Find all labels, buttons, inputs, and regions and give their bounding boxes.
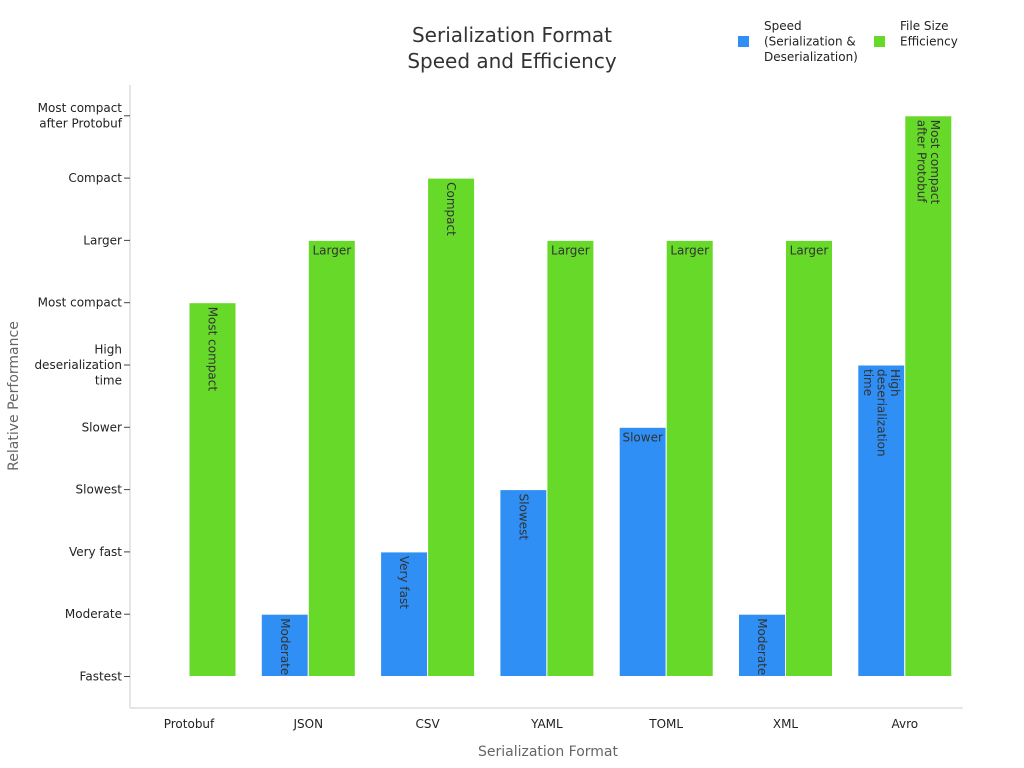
file-size-bar-label: Larger	[790, 243, 829, 257]
chart-title-line: Serialization Format	[412, 23, 612, 47]
speed-bar	[499, 489, 548, 677]
y-tick-label: Slowest	[76, 483, 123, 497]
x-tick-label: YAML	[530, 717, 563, 731]
legend-label-speed: Speed (Serialization & Deserialization)	[764, 19, 858, 64]
file-size-bar-label: Most compact	[206, 307, 220, 392]
bars	[188, 115, 953, 678]
axes: Fastest Moderate Very fast Slowest Slower Hig…	[34, 85, 963, 731]
x-tick-label: Avro	[891, 717, 918, 731]
file-size-bar	[188, 302, 237, 677]
file-size-bar	[785, 239, 833, 677]
bar-labels: Most compact Moderate Larger Very fast Compa…	[206, 120, 943, 675]
legend-swatch-speed	[738, 36, 749, 47]
speed-bar-label: Highdeserializationtime	[861, 369, 902, 457]
x-axis-label: Serialization Format	[478, 744, 619, 760]
speed-bar	[618, 426, 667, 677]
speed-bar-label: Moderate	[278, 618, 292, 675]
file-size-bar	[665, 239, 714, 677]
x-tick-label: JSON	[293, 717, 324, 731]
y-tick-label: Very fast	[69, 545, 122, 559]
y-tick-label: Slower	[82, 420, 122, 434]
speed-bar	[738, 613, 786, 678]
x-tick-label: XML	[773, 717, 799, 731]
speed-bar	[260, 613, 309, 678]
file-size-bar	[546, 239, 595, 677]
file-size-bar-label: Larger	[312, 243, 351, 257]
file-size-bar-label: Most compactafter Protobuf	[915, 120, 943, 205]
y-tick-label: High deserialization time	[34, 343, 122, 388]
legend-swatch-file-size	[874, 36, 885, 47]
speed-bar	[380, 551, 429, 678]
x-tick-label: CSV	[415, 717, 440, 731]
x-tick-label: TOML	[648, 717, 683, 731]
file-size-bar	[904, 115, 953, 678]
file-size-bar-label: Compact	[444, 182, 458, 236]
file-size-bar	[307, 239, 356, 677]
speed-bar-label: Moderate	[755, 618, 769, 675]
file-size-bar-label: Larger	[551, 243, 590, 257]
speed-bar	[857, 364, 906, 677]
file-size-bar-label: Larger	[670, 243, 709, 257]
y-tick-label: Compact	[68, 171, 122, 185]
file-size-bar	[427, 177, 476, 677]
chart-title-line: Speed and Efficiency	[407, 49, 617, 73]
legend-label-file-size: File Size Efficiency	[900, 19, 958, 49]
y-tick-label: Most compact after Protobuf	[38, 101, 123, 131]
y-tick-label: Fastest	[80, 670, 123, 684]
legend: Speed (Serialization & Deserialization) Fil…	[738, 19, 958, 64]
y-axis-label: Relative Performance	[6, 321, 22, 471]
speed-bar-label: Slower	[622, 430, 662, 444]
y-tick-label: Larger	[83, 233, 122, 247]
speed-bar-label: Slowest	[516, 494, 530, 541]
x-tick-label: Protobuf	[164, 717, 215, 731]
y-tick-label: Most compact	[38, 296, 123, 310]
y-tick-label: Moderate	[65, 607, 122, 621]
speed-bar-label: Very fast	[397, 556, 411, 609]
